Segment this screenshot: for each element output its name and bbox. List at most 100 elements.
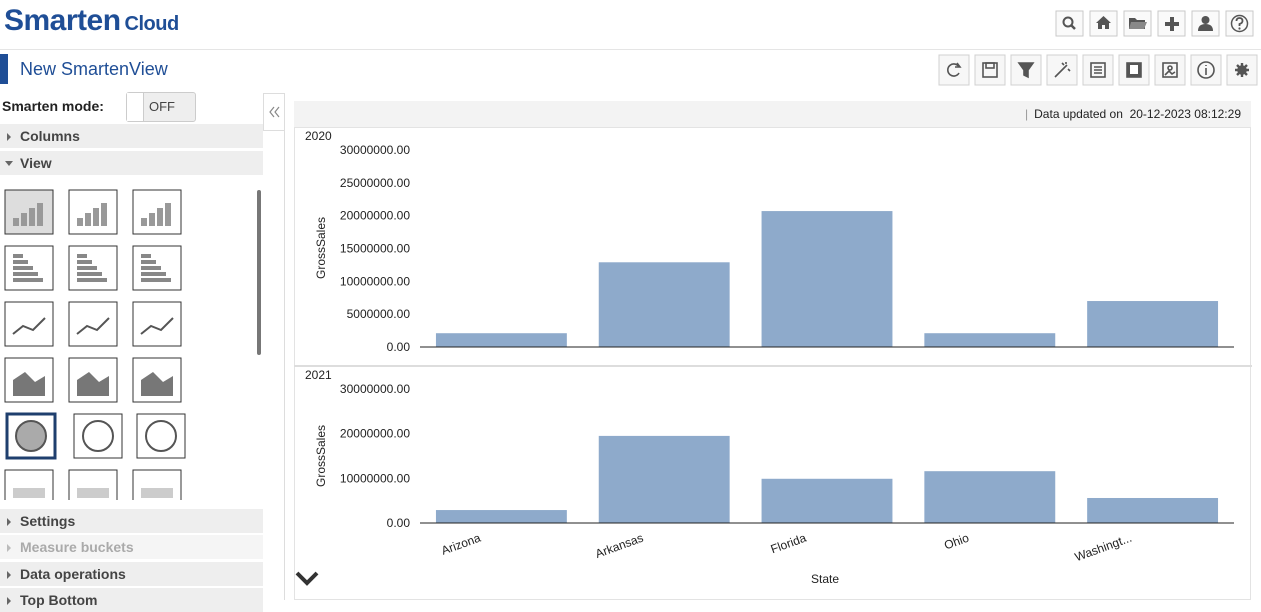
bar xyxy=(1087,301,1219,347)
glyph xyxy=(77,218,83,226)
section-header[interactable]: Settings xyxy=(0,509,263,533)
chart-type-option[interactable] xyxy=(73,413,123,459)
y-tick-label: 10000000.00 xyxy=(340,274,410,288)
x-axis-label: State xyxy=(811,572,839,586)
glyph xyxy=(15,420,47,452)
y-axis-label: GrossSales xyxy=(314,425,328,487)
chart-type-option[interactable] xyxy=(4,469,54,500)
y-tick-label: 20000000.00 xyxy=(340,427,410,441)
section-header[interactable]: View xyxy=(0,151,263,175)
search-button[interactable] xyxy=(1055,10,1084,37)
help-button[interactable] xyxy=(1225,10,1254,37)
glyph xyxy=(141,372,173,396)
y-axis-label: GrossSales xyxy=(314,217,328,279)
glyph xyxy=(141,278,171,282)
glyph xyxy=(82,420,114,452)
section-header[interactable]: Top Bottom xyxy=(0,588,263,612)
mode-toggle[interactable]: OFF xyxy=(126,92,196,122)
chart-type-option[interactable] xyxy=(132,245,182,291)
expand-arrow xyxy=(5,161,13,166)
glyph xyxy=(141,272,166,276)
x-tick-label: Ohio xyxy=(942,531,971,553)
glyph xyxy=(76,317,110,335)
refresh-button[interactable] xyxy=(938,54,970,86)
glyph xyxy=(141,266,161,270)
glyph xyxy=(77,372,109,396)
section-label: Settings xyxy=(20,513,76,529)
y-tick-label: 10000000.00 xyxy=(340,471,410,485)
brand-suffix: Cloud xyxy=(124,13,180,35)
brand: Smarten Cloud xyxy=(4,4,179,38)
expand-arrow xyxy=(7,544,11,552)
bar xyxy=(435,510,567,523)
glyph xyxy=(85,213,91,226)
expand-arrow xyxy=(7,518,11,526)
chart-type-option[interactable] xyxy=(4,357,54,403)
status-label: Data updated on xyxy=(1034,107,1123,121)
image-button[interactable] xyxy=(1154,54,1186,86)
chart-type-option[interactable] xyxy=(4,189,54,235)
bar xyxy=(924,471,1056,523)
y-tick-label: 0.00 xyxy=(387,516,411,530)
title-accent xyxy=(0,54,8,84)
glyph xyxy=(141,218,147,226)
y-tick-label: 20000000.00 xyxy=(340,209,410,223)
expand-arrow xyxy=(7,133,11,141)
section-header[interactable]: Measure buckets xyxy=(0,535,263,559)
glyph xyxy=(13,278,43,282)
section-header[interactable]: Columns xyxy=(0,124,263,148)
chart-type-option[interactable] xyxy=(68,245,118,291)
option-frame xyxy=(68,301,118,347)
chart-type-option[interactable] xyxy=(68,469,118,500)
toolbar xyxy=(938,54,1258,86)
chart-type-option[interactable] xyxy=(5,412,57,460)
open-button[interactable] xyxy=(1123,10,1152,37)
chart-type-option[interactable] xyxy=(68,189,118,235)
section-label: Columns xyxy=(20,128,80,144)
expand-down-button[interactable] xyxy=(294,568,322,590)
glyph xyxy=(77,272,102,276)
bar xyxy=(761,211,893,347)
collapse-button[interactable] xyxy=(263,93,285,131)
glyph xyxy=(77,260,92,264)
home-button[interactable] xyxy=(1089,10,1118,37)
chart-type-option[interactable] xyxy=(4,245,54,291)
add-button[interactable] xyxy=(1157,10,1186,37)
glyph xyxy=(13,488,45,498)
glyph xyxy=(13,266,33,270)
glyph xyxy=(13,218,19,226)
section-label: Top Bottom xyxy=(20,592,98,608)
bar xyxy=(598,435,730,523)
chart-type-option[interactable] xyxy=(68,301,118,347)
chart-type-option[interactable] xyxy=(132,301,182,347)
section-label: View xyxy=(20,155,52,171)
panel-title: 2021 xyxy=(305,368,332,382)
chart-type-option[interactable] xyxy=(136,413,186,459)
scrollbar-thumb xyxy=(257,190,261,355)
view-title: New SmartenView xyxy=(20,59,168,79)
status-bar: | Data updated on 20-12-2023 08:12:29 xyxy=(294,101,1251,127)
option-frame xyxy=(132,301,182,347)
bar xyxy=(598,262,730,347)
glyph xyxy=(140,317,174,335)
chart-type-option[interactable] xyxy=(132,357,182,403)
chart-type-option[interactable] xyxy=(132,469,182,500)
y-tick-label: 30000000.00 xyxy=(340,382,410,396)
glyph xyxy=(13,260,28,264)
expand-arrow xyxy=(7,571,11,579)
glyph xyxy=(77,278,107,282)
expand-arrow xyxy=(7,597,11,605)
status-timestamp: 20-12-2023 08:12:29 xyxy=(1129,107,1241,121)
user-button[interactable] xyxy=(1191,10,1220,37)
glyph xyxy=(37,203,43,226)
chart-type-option[interactable] xyxy=(4,301,54,347)
mode-label: Smarten mode: xyxy=(2,98,104,114)
x-tick-label: Florida xyxy=(769,531,809,557)
bar xyxy=(1087,497,1219,523)
section-header[interactable]: Data operations xyxy=(0,562,263,586)
save-button[interactable] xyxy=(974,54,1006,86)
chart-type-option[interactable] xyxy=(68,357,118,403)
chart-type-option[interactable] xyxy=(132,189,182,235)
bar xyxy=(435,333,567,347)
